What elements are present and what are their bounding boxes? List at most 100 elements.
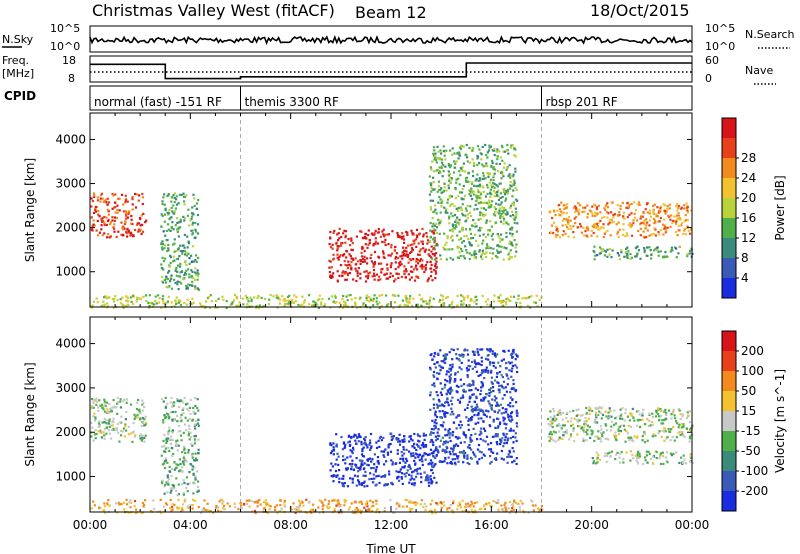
echo-cell <box>424 444 428 447</box>
echo-cell <box>569 420 572 423</box>
echo-cell <box>449 257 452 260</box>
echo-cell <box>186 419 189 422</box>
echo-cell <box>668 207 671 210</box>
echo-cell <box>438 460 441 463</box>
echo-cell <box>421 240 424 243</box>
echo-cell <box>634 209 638 212</box>
echo-cell <box>575 409 578 412</box>
echo-cell <box>667 214 670 217</box>
echo-cell <box>184 416 187 419</box>
echo-cell <box>262 507 266 510</box>
echo-cell <box>161 479 164 482</box>
echo-cell <box>643 236 646 239</box>
echo-cell <box>167 413 170 416</box>
echo-cell <box>523 296 526 299</box>
echo-cell <box>104 295 107 298</box>
echo-cell <box>444 158 447 161</box>
echo-cell <box>398 443 402 446</box>
echo-cell <box>181 408 184 411</box>
echo-cell <box>445 353 449 356</box>
echo-cell <box>407 261 410 264</box>
echo-cell <box>124 221 127 224</box>
echo-cell <box>164 502 168 505</box>
echo-cell <box>488 252 492 255</box>
echo-cell <box>339 264 343 267</box>
echo-cell <box>433 375 436 378</box>
echo-cell <box>124 418 127 421</box>
echo-cell <box>492 300 496 303</box>
echo-cell <box>508 451 512 454</box>
echo-cell <box>670 249 673 252</box>
echo-cell <box>390 438 393 441</box>
echo-cell <box>610 450 613 453</box>
echo-cell <box>510 256 513 259</box>
echo-cell <box>669 439 672 442</box>
echo-cell <box>489 416 492 419</box>
echo-cell <box>175 195 178 198</box>
echo-cell <box>497 510 500 513</box>
echo-cell <box>610 201 613 204</box>
echo-cell <box>610 221 614 224</box>
echo-cell <box>299 304 302 307</box>
echo-cell <box>188 470 191 474</box>
echo-cell <box>433 385 436 388</box>
echo-cell <box>330 444 333 447</box>
echo-cell <box>616 232 619 235</box>
echo-cell <box>360 255 364 258</box>
echo-cell <box>267 303 271 306</box>
echo-cell <box>244 294 247 297</box>
echo-cell <box>480 153 483 156</box>
echo-cell <box>431 471 435 475</box>
echo-cell <box>575 207 578 210</box>
echo-cell <box>535 294 538 297</box>
echo-cell <box>183 253 187 256</box>
echo-cell <box>434 456 437 460</box>
echo-cell <box>412 233 415 236</box>
echo-cell <box>362 474 365 477</box>
echo-cell <box>94 208 97 211</box>
echo-cell <box>482 427 486 430</box>
echo-cell <box>259 503 262 506</box>
echo-cell <box>418 250 421 253</box>
echo-cell <box>413 279 417 282</box>
echo-cell <box>343 253 346 256</box>
echo-cell <box>559 236 562 239</box>
echo-cell <box>467 368 470 371</box>
echo-cell <box>471 360 474 364</box>
echo-cell <box>431 465 434 468</box>
echo-cell <box>433 264 437 268</box>
echo-cell <box>287 299 290 302</box>
echo-cell <box>453 380 456 383</box>
echo-cell <box>688 440 691 443</box>
echo-cell <box>401 251 404 254</box>
echo-cell <box>350 261 353 264</box>
echo-cell <box>648 212 651 215</box>
echo-cell <box>439 501 442 504</box>
echo-cell <box>618 456 621 459</box>
echo-cell <box>423 265 426 268</box>
echo-cell <box>683 458 686 461</box>
echo-cell <box>548 439 551 443</box>
echo-cell <box>328 506 331 509</box>
echo-cell <box>630 224 634 227</box>
echo-cell <box>474 409 477 412</box>
echo-cell <box>335 300 338 304</box>
echo-cell <box>463 506 466 509</box>
echo-cell <box>591 430 594 433</box>
echo-cell <box>327 502 330 506</box>
echo-cell <box>403 466 406 469</box>
echo-cell <box>452 227 455 230</box>
echo-cell <box>366 510 369 513</box>
echo-cell <box>481 163 484 166</box>
echo-cell <box>644 223 647 226</box>
echo-cell <box>549 430 552 433</box>
echo-cell <box>343 304 346 307</box>
echo-cell <box>438 372 441 375</box>
echo-cell <box>330 295 334 298</box>
echo-cell <box>487 358 490 361</box>
echo-cell <box>346 456 349 459</box>
echo-cell <box>406 301 409 304</box>
echo-cell <box>164 234 167 237</box>
echo-cell <box>390 243 393 247</box>
echo-cell <box>131 203 134 206</box>
